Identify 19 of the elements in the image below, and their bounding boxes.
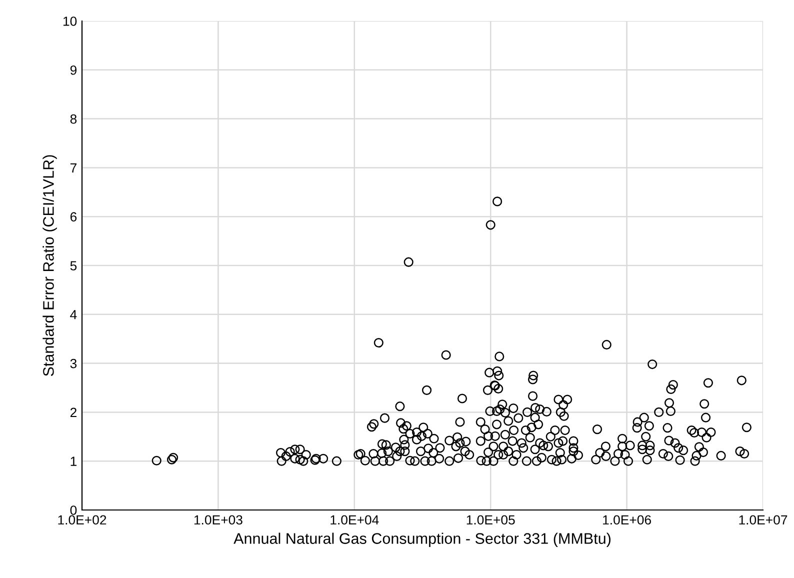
y-tick-label: 10 xyxy=(63,16,77,26)
y-axis-title: Standard Error Ratio (CEI/1VLR) xyxy=(42,155,57,376)
y-tick-label: 8 xyxy=(70,114,77,124)
x-tick-label: 1.0E+02 xyxy=(58,515,106,525)
y-tick-label: 0 xyxy=(70,506,77,515)
x-tick-label: 1.0E+05 xyxy=(466,515,515,525)
x-tick-label: 1.0E+04 xyxy=(330,515,379,525)
x-tick-label: 1.0E+03 xyxy=(194,515,242,525)
y-tick-label: 1 xyxy=(70,456,76,466)
y-tick-label: 7 xyxy=(70,163,76,172)
y-tick-label: 4 xyxy=(70,310,77,320)
y-tick-label: 5 xyxy=(70,261,77,270)
x-axis-title: Annual Natural Gas Consumption - Sector 331 (MMBtu) xyxy=(234,532,610,547)
y-tick-label: 3 xyxy=(70,358,77,368)
x-tick-label: 1.0E+06 xyxy=(603,515,651,525)
y-tick-label: 2 xyxy=(70,408,76,417)
x-tick-label: 1.0E+07 xyxy=(739,515,788,525)
y-tick-label: 6 xyxy=(70,212,77,222)
y-tick-label: 9 xyxy=(70,65,77,75)
